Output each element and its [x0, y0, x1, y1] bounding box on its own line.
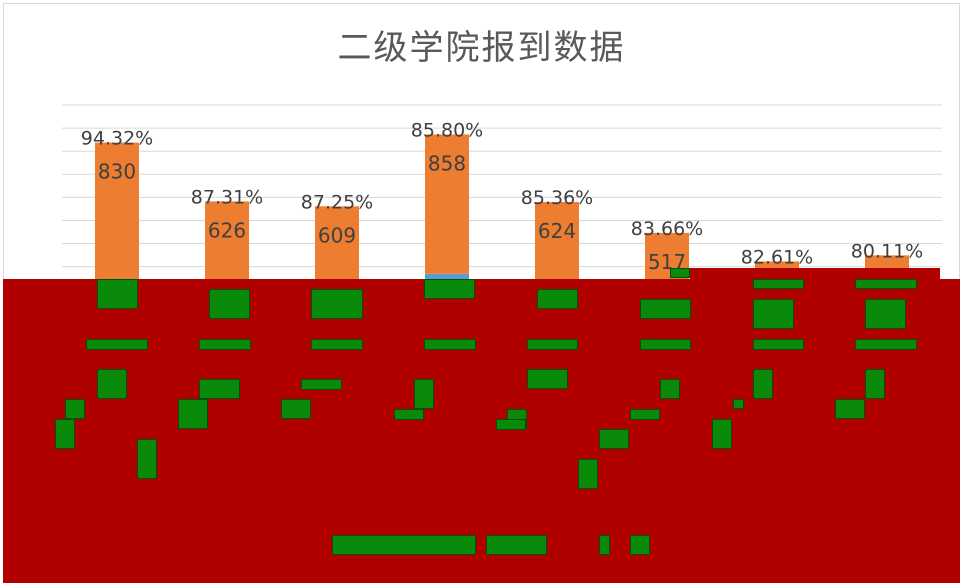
- occlusion-mark: [199, 339, 251, 350]
- data-label-value: 830: [98, 160, 136, 184]
- occlusion-mark: [835, 399, 865, 419]
- occlusion-mark: [733, 399, 744, 409]
- occlusion-mark: [599, 429, 629, 449]
- occlusion-mark: [65, 399, 85, 419]
- occlusion-mark: [332, 535, 476, 555]
- occlusion-mark: [424, 339, 476, 350]
- occlusion-mark: [640, 299, 691, 319]
- occlusion-mark: [712, 419, 732, 449]
- occlusion-mark: [537, 289, 578, 309]
- occlusion-mark: [630, 535, 650, 555]
- data-label-percent: 85.80%: [411, 119, 483, 141]
- occlusion-mark: [86, 339, 148, 350]
- occlusion-mark: [311, 289, 363, 319]
- occlusion-mark: [209, 289, 250, 319]
- occlusion-mark: [97, 369, 127, 399]
- occlusion-mark: [630, 409, 660, 420]
- occlusion-mark: [486, 535, 547, 555]
- occlusion-mark: [527, 339, 578, 350]
- data-label-value: 609: [318, 223, 356, 247]
- occlusion-mark: [640, 339, 691, 350]
- occlusion-mark: [865, 369, 885, 399]
- occlusion-mark: [178, 399, 208, 429]
- data-label-value: 626: [208, 218, 246, 242]
- chart-title: 二级学院报到数据: [337, 28, 626, 68]
- bar-segment-2-4: [425, 134, 469, 274]
- occlusion-mark: [424, 279, 475, 299]
- occlusion-mark: [414, 379, 434, 409]
- occlusion-mark: [394, 409, 424, 420]
- data-label-percent: 94.32%: [81, 128, 153, 150]
- occlusion-mark: [670, 268, 690, 278]
- data-label-percent: 80.11%: [851, 240, 923, 262]
- data-label-value: 858: [428, 151, 466, 175]
- data-label-percent: 87.25%: [301, 191, 373, 213]
- data-label-percent: 87.31%: [191, 186, 263, 208]
- bar-segment-2-1: [95, 142, 139, 282]
- occlusion-mark: [311, 339, 363, 350]
- occlusion-mark: [301, 379, 342, 390]
- occlusion-overlay: [3, 279, 960, 583]
- occlusion-mark: [865, 299, 906, 329]
- data-label-percent: 83.66%: [631, 218, 703, 240]
- occlusion-mark: [753, 339, 804, 350]
- occlusion-mark: [578, 459, 598, 489]
- occlusion-mark: [496, 419, 526, 430]
- occlusion-mark: [753, 279, 804, 289]
- occlusion-mark: [660, 379, 680, 399]
- occlusion-overlay-step: [690, 268, 940, 280]
- occlusion-mark: [527, 369, 568, 389]
- occlusion-mark: [199, 379, 240, 399]
- occlusion-mark: [599, 535, 610, 555]
- occlusion-mark: [855, 279, 917, 289]
- occlusion-mark: [97, 279, 138, 309]
- data-label-percent: 82.61%: [741, 246, 813, 268]
- occlusion-mark: [137, 439, 157, 479]
- data-label-percent: 85.36%: [521, 187, 593, 209]
- occlusion-mark: [55, 419, 75, 449]
- data-label-value: 624: [538, 219, 576, 243]
- occlusion-mark: [753, 369, 773, 399]
- occlusion-mark: [281, 399, 311, 419]
- occlusion-mark: [753, 299, 794, 329]
- occlusion-mark: [855, 339, 917, 350]
